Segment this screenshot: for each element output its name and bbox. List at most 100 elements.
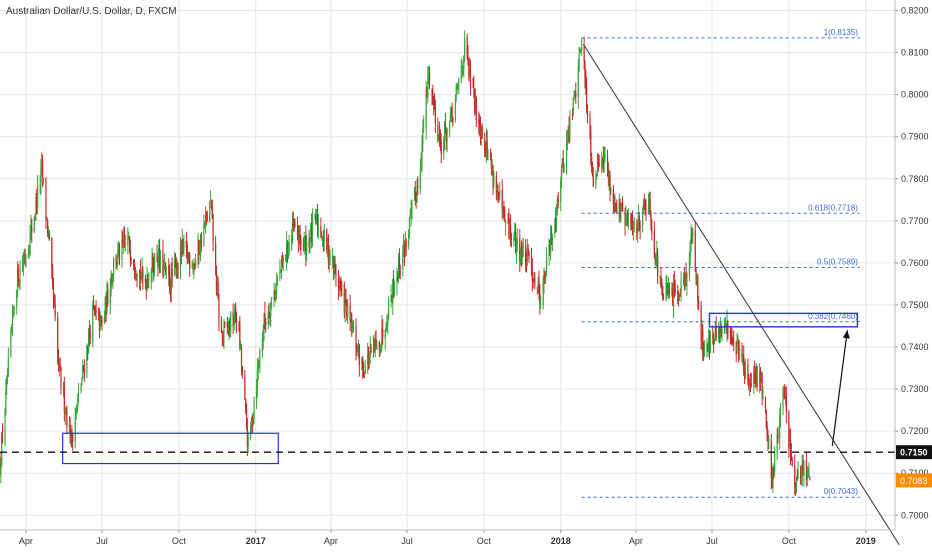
candle-body bbox=[454, 98, 457, 121]
candle-body bbox=[475, 97, 477, 121]
candle-body bbox=[65, 410, 67, 412]
candle-body bbox=[58, 363, 60, 369]
candle-body bbox=[437, 125, 439, 142]
candle-body bbox=[585, 74, 587, 87]
candle-body bbox=[469, 65, 471, 75]
candle-body bbox=[486, 141, 488, 154]
candle-body bbox=[586, 107, 589, 117]
candle-body bbox=[596, 172, 598, 178]
candle-body bbox=[712, 335, 714, 337]
candle-body bbox=[42, 159, 44, 179]
candle-body bbox=[520, 248, 523, 256]
candle-body bbox=[668, 286, 670, 294]
candle-body bbox=[405, 241, 407, 248]
candle-body bbox=[743, 371, 746, 380]
candle-body bbox=[392, 279, 394, 305]
candle-body bbox=[509, 225, 512, 237]
candle-body bbox=[422, 128, 424, 144]
candle-body bbox=[159, 248, 161, 263]
candle-body bbox=[633, 227, 635, 229]
candle-body bbox=[34, 213, 36, 216]
candle-body bbox=[759, 370, 762, 382]
candle-body bbox=[565, 140, 568, 168]
candle-body bbox=[444, 123, 447, 129]
candle-body bbox=[762, 396, 764, 398]
candle-body bbox=[642, 211, 644, 226]
candle-body bbox=[466, 36, 468, 55]
candle-body bbox=[364, 364, 366, 375]
candle-body bbox=[256, 368, 258, 389]
candle-body bbox=[440, 142, 442, 154]
y-tick-label: 0.8200 bbox=[901, 6, 929, 16]
candle-body bbox=[515, 231, 517, 252]
candle-body bbox=[499, 191, 501, 198]
candle-body bbox=[701, 328, 703, 341]
candle-body bbox=[286, 243, 289, 258]
candle-body bbox=[163, 265, 165, 277]
candle-body bbox=[115, 256, 117, 265]
candle-body bbox=[667, 288, 670, 295]
candle-body bbox=[340, 286, 342, 288]
y-tick-label: 0.7100 bbox=[901, 468, 929, 478]
candle-body bbox=[268, 312, 270, 316]
candle-body bbox=[525, 246, 527, 263]
candle-body bbox=[378, 342, 380, 352]
candle-body bbox=[199, 251, 201, 253]
candle-body bbox=[402, 252, 404, 269]
candle-body bbox=[305, 235, 307, 256]
candle-body bbox=[47, 220, 49, 235]
candle-body bbox=[36, 199, 38, 207]
candle-body bbox=[153, 268, 155, 274]
candle-body bbox=[303, 239, 305, 244]
candle-body bbox=[794, 465, 796, 488]
candle-body bbox=[788, 412, 790, 448]
candle-body bbox=[715, 327, 717, 338]
x-tick-label: 2018 bbox=[551, 536, 571, 546]
candle-body bbox=[57, 352, 60, 369]
candle-body bbox=[228, 321, 230, 329]
candle-body bbox=[530, 257, 533, 270]
x-tick-label: Oct bbox=[782, 536, 797, 546]
candle-body bbox=[27, 252, 30, 258]
candle-body bbox=[391, 296, 393, 302]
candle-body bbox=[690, 233, 692, 243]
candle-body bbox=[60, 367, 62, 388]
candle-body bbox=[235, 306, 237, 319]
candle-body bbox=[99, 314, 101, 328]
candle-body bbox=[162, 250, 164, 276]
candle-body bbox=[261, 338, 263, 353]
candle-body bbox=[274, 291, 276, 296]
x-tick-label: Apr bbox=[324, 536, 338, 546]
candle-body bbox=[293, 224, 295, 227]
candle-body bbox=[783, 388, 785, 392]
candle-body bbox=[419, 169, 421, 190]
candle-body bbox=[276, 280, 279, 284]
candle-body bbox=[456, 85, 458, 88]
candle-body bbox=[352, 326, 355, 328]
candle-body bbox=[344, 297, 346, 313]
candle-body bbox=[17, 270, 19, 286]
candle-body bbox=[790, 454, 792, 461]
candle-body bbox=[774, 452, 776, 472]
candle-body bbox=[386, 323, 388, 325]
candle-body bbox=[66, 411, 68, 427]
candle-body bbox=[601, 157, 604, 159]
candle-body bbox=[432, 94, 434, 99]
candle-body bbox=[571, 115, 574, 117]
candle-body bbox=[380, 344, 382, 348]
candle-body bbox=[159, 251, 162, 263]
candle-body bbox=[610, 187, 612, 191]
candle-body bbox=[211, 207, 213, 217]
candle-body bbox=[88, 331, 91, 335]
candle-body bbox=[203, 224, 205, 246]
candle-body bbox=[245, 398, 247, 409]
candle-body bbox=[393, 284, 396, 293]
candle-body bbox=[579, 48, 581, 52]
candle-body bbox=[387, 300, 390, 320]
candle-body bbox=[807, 473, 809, 475]
candle-body bbox=[23, 257, 25, 262]
candle-body bbox=[234, 307, 236, 321]
projection-arrow bbox=[831, 330, 848, 446]
candle-body bbox=[227, 328, 229, 330]
candle-body bbox=[70, 430, 72, 444]
